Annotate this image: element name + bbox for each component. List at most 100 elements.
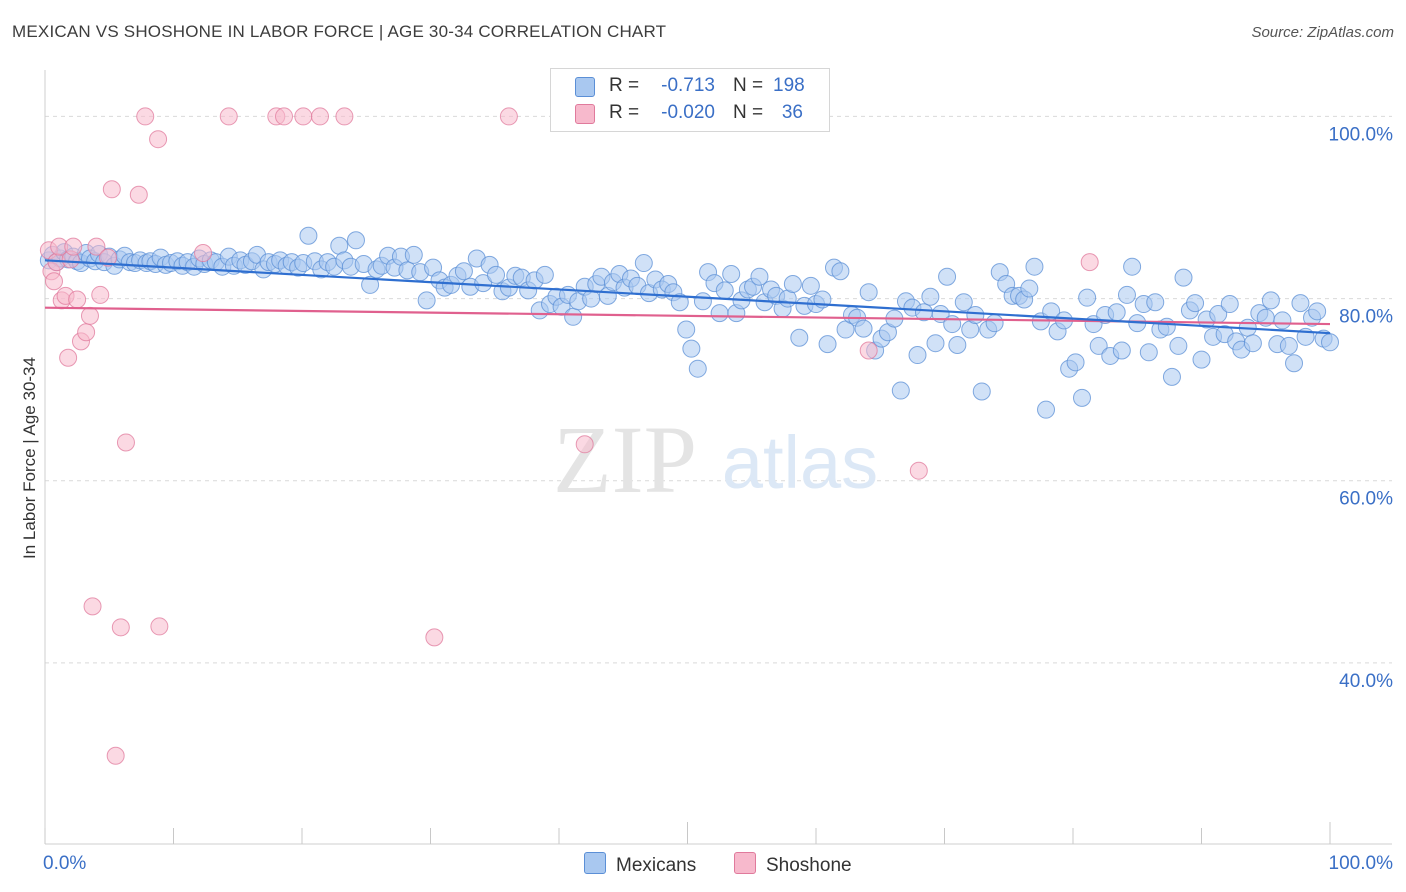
point-mexicans xyxy=(954,293,973,312)
point-mexicans xyxy=(948,336,967,355)
point-shoshone xyxy=(219,107,238,126)
point-mexicans xyxy=(715,281,734,300)
point-shoshone xyxy=(91,285,110,304)
point-shoshone xyxy=(859,341,878,360)
point-mexicans xyxy=(346,231,365,250)
legend-row-shoshone: R = -0.020 N = 36 xyxy=(551,100,829,126)
point-shoshone xyxy=(575,435,594,454)
point-mexicans xyxy=(361,275,380,294)
point-shoshone xyxy=(136,107,155,126)
point-mexicans xyxy=(688,359,707,378)
point-mexicans xyxy=(1321,333,1339,352)
point-mexicans xyxy=(1020,279,1039,298)
point-mexicans xyxy=(1072,388,1091,407)
point-shoshone xyxy=(77,323,96,342)
y-tick-label: 100.0% xyxy=(1329,124,1394,145)
axes xyxy=(44,70,1392,845)
point-mexicans xyxy=(908,346,927,365)
point-mexicans xyxy=(1123,257,1142,276)
point-mexicans xyxy=(1285,354,1304,373)
y-tick-label: 60.0% xyxy=(1339,489,1393,510)
bottom-legend-swatch-mexicans xyxy=(584,852,606,874)
point-shoshone xyxy=(80,306,99,325)
point-mexicans xyxy=(1174,268,1193,287)
point-shoshone xyxy=(129,185,148,204)
point-mexicans xyxy=(1220,295,1239,314)
point-mexicans xyxy=(1243,334,1262,353)
bottom-legend-label-mexicans: Mexicans xyxy=(616,855,697,876)
point-shoshone xyxy=(275,107,294,126)
legend-n-label: N = xyxy=(733,75,764,96)
point-shoshone xyxy=(116,433,135,452)
point-mexicans xyxy=(921,287,940,306)
point-mexicans xyxy=(750,267,769,286)
watermark-zip: ZIP xyxy=(553,406,697,513)
point-shoshone xyxy=(425,628,444,647)
point-mexicans xyxy=(1308,302,1327,321)
point-mexicans xyxy=(487,265,506,284)
point-mexicans xyxy=(1037,400,1056,419)
point-mexicans xyxy=(801,276,820,295)
point-shoshone xyxy=(59,348,78,367)
legend-n-value: 198 xyxy=(773,75,805,96)
point-mexicans xyxy=(859,283,878,302)
point-mexicans xyxy=(677,320,696,339)
point-mexicans xyxy=(1162,367,1181,386)
point-shoshone xyxy=(149,130,168,149)
point-mexicans xyxy=(1273,311,1292,330)
point-mexicans xyxy=(854,319,873,338)
point-mexicans xyxy=(926,334,945,353)
bottom-legend-swatch-shoshone xyxy=(734,852,756,874)
point-mexicans xyxy=(831,262,850,281)
point-mexicans xyxy=(1112,341,1131,360)
point-mexicans xyxy=(1066,353,1085,372)
point-mexicans xyxy=(417,291,436,310)
point-mexicans xyxy=(972,382,991,401)
trend-line-mexicans xyxy=(44,259,1331,335)
point-mexicans xyxy=(966,305,985,324)
point-mexicans xyxy=(682,339,701,358)
point-shoshone xyxy=(83,597,102,616)
chart-title: MEXICAN VS SHOSHONE IN LABOR FORCE | AGE… xyxy=(12,22,667,41)
point-mexicans xyxy=(1025,257,1044,276)
bottom-legend-shoshone: Shoshone xyxy=(734,852,852,876)
point-shoshone xyxy=(64,237,83,256)
series-shoshone xyxy=(39,107,1099,765)
point-mexicans xyxy=(1117,285,1136,304)
legend-r-label: R = xyxy=(609,102,640,123)
point-mexicans xyxy=(891,381,910,400)
point-mexicans xyxy=(693,292,712,311)
point-mexicans xyxy=(1107,303,1126,322)
point-mexicans xyxy=(634,254,653,273)
data-points xyxy=(39,107,1339,765)
legend-r-value: -0.713 xyxy=(661,75,715,96)
legend-r-value: -0.020 xyxy=(661,102,715,123)
point-shoshone xyxy=(499,107,518,126)
point-shoshone xyxy=(294,107,313,126)
watermark-atlas: atlas xyxy=(722,421,878,504)
point-shoshone xyxy=(310,107,329,126)
correlation-legend: R = -0.713 N = 198 R = -0.020 N = 36 xyxy=(550,68,830,132)
point-mexicans xyxy=(710,304,729,323)
point-mexicans xyxy=(1279,336,1298,355)
point-shoshone xyxy=(98,248,117,267)
point-mexicans xyxy=(1169,336,1188,355)
legend-row-mexicans: R = -0.713 N = 198 xyxy=(551,73,829,99)
bottom-legend-label-shoshone: Shoshone xyxy=(766,855,852,876)
point-shoshone xyxy=(102,180,121,199)
point-shoshone xyxy=(106,746,125,765)
point-shoshone xyxy=(44,272,63,291)
point-mexicans xyxy=(1186,294,1205,313)
series-mexicans xyxy=(39,226,1339,419)
point-mexicans xyxy=(818,335,837,354)
point-mexicans xyxy=(1261,291,1280,310)
x-tick-label: 0.0% xyxy=(43,853,86,874)
point-shoshone xyxy=(194,244,213,263)
legend-r-label: R = xyxy=(609,75,640,96)
point-mexicans xyxy=(454,262,473,281)
legend-n-value: 36 xyxy=(781,102,803,123)
watermark: ZIP atlas xyxy=(553,406,878,513)
point-mexicans xyxy=(783,275,802,293)
point-shoshone xyxy=(150,617,169,636)
